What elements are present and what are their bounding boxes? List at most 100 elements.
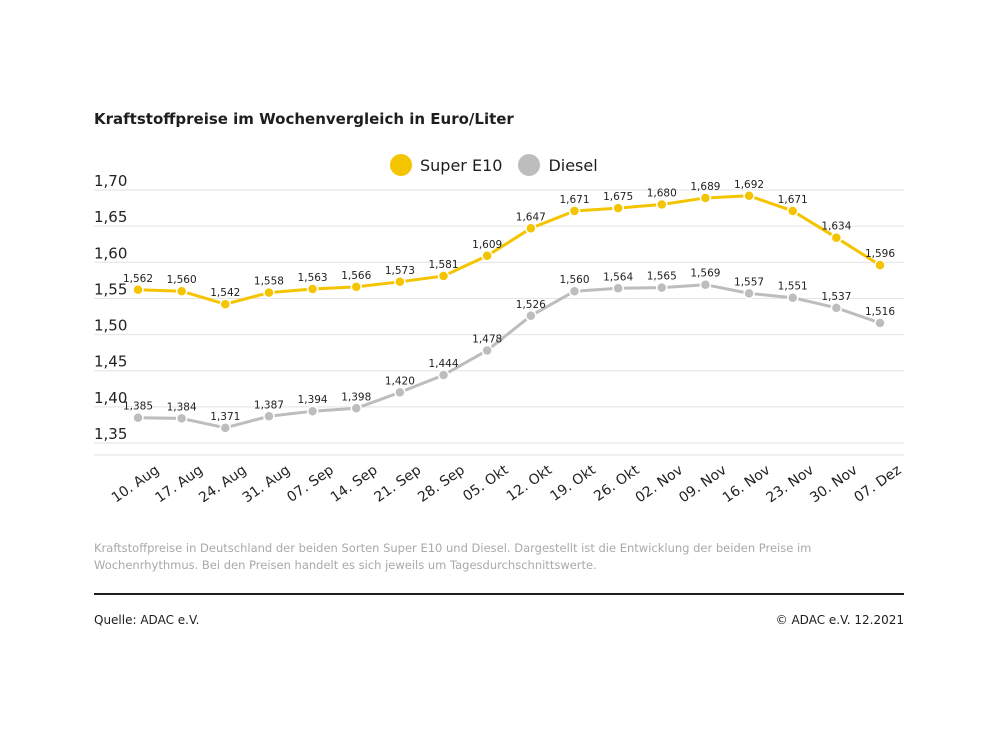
data-point-super-e10	[219, 298, 232, 310]
data-label-super-e10: 1,560	[167, 274, 197, 286]
x-tick-label: 30. Nov	[807, 462, 860, 506]
data-label-diesel: 1,516	[865, 306, 895, 318]
data-point-super-e10	[743, 190, 755, 202]
data-point-super-e10	[175, 285, 188, 297]
data-label-super-e10: 1,671	[778, 194, 808, 206]
y-tick-label: 1,55	[94, 280, 127, 298]
data-label-super-e10: 1,634	[821, 221, 851, 233]
data-point-super-e10	[481, 250, 493, 262]
data-label-diesel: 1,564	[603, 271, 633, 283]
data-label-diesel: 1,565	[647, 271, 677, 283]
data-label-super-e10: 1,647	[516, 211, 546, 223]
data-point-diesel	[656, 281, 668, 294]
footer-divider	[94, 593, 904, 595]
data-point-diesel	[437, 369, 450, 381]
y-tick-label: 1,70	[94, 172, 127, 190]
x-tick-label: 19. Okt	[548, 462, 600, 505]
x-tick-label: 16. Nov	[720, 462, 773, 506]
data-point-super-e10	[568, 205, 581, 217]
data-label-diesel: 1,557	[734, 276, 764, 288]
chart-legend: Super E10 Diesel	[390, 154, 614, 176]
legend-label-super-e10: Super E10	[420, 155, 503, 175]
copyright-note: © ADAC e.V. 12.2021	[775, 613, 904, 627]
x-tick-label: 12. Okt	[504, 462, 556, 505]
data-label-diesel: 1,526	[516, 299, 546, 311]
data-point-diesel	[612, 282, 624, 295]
legend-item-diesel: Diesel	[518, 154, 598, 176]
data-label-super-e10: 1,609	[472, 239, 502, 251]
data-point-diesel	[743, 287, 755, 300]
x-tick-label: 23. Nov	[764, 462, 817, 506]
x-tick-label: 09. Nov	[676, 462, 729, 506]
data-label-diesel: 1,551	[778, 281, 808, 293]
data-label-diesel: 1,537	[821, 291, 851, 303]
data-point-super-e10	[699, 192, 712, 204]
data-label-diesel: 1,387	[254, 399, 284, 411]
data-point-super-e10	[874, 259, 886, 271]
series-line-super-e10	[137, 194, 881, 306]
grid-lines	[94, 189, 904, 456]
data-label-diesel: 1,398	[341, 391, 371, 403]
data-point-super-e10	[263, 286, 275, 299]
data-point-diesel	[263, 410, 275, 423]
data-point-diesel	[874, 317, 886, 329]
chart-description: Kraftstoffpreise in Deutschland der beid…	[94, 541, 812, 572]
x-tick-label: 10. Aug	[109, 462, 162, 506]
data-label-super-e10: 1,581	[428, 259, 458, 271]
data-label-diesel: 1,560	[559, 274, 589, 286]
x-tick-label: 21. Sep	[371, 462, 424, 506]
data-point-super-e10	[786, 205, 799, 217]
data-point-diesel	[394, 386, 406, 399]
data-point-super-e10	[437, 270, 450, 282]
data-point-diesel	[132, 411, 144, 424]
y-tick-label: 1,65	[94, 208, 127, 226]
data-label-super-e10: 1,671	[559, 194, 589, 206]
data-label-super-e10: 1,692	[734, 179, 764, 191]
data-label-diesel: 1,420	[385, 375, 415, 387]
legend-item-super-e10: Super E10	[390, 154, 502, 176]
y-tick-label: 1,50	[94, 317, 127, 335]
data-point-diesel	[219, 422, 232, 434]
data-label-super-e10: 1,563	[298, 272, 328, 284]
data-label-diesel: 1,394	[298, 394, 328, 406]
x-tick-label: 02. Nov	[633, 462, 686, 506]
data-point-diesel	[350, 402, 362, 415]
x-tick-label: 17. Aug	[152, 462, 205, 506]
data-point-super-e10	[612, 202, 624, 214]
x-tick-label: 28. Sep	[415, 462, 468, 506]
data-label-super-e10: 1,675	[603, 191, 633, 203]
data-label-diesel: 1,478	[472, 333, 502, 345]
data-label-super-e10: 1,573	[385, 265, 415, 277]
data-point-diesel	[830, 302, 843, 314]
series-line-diesel	[137, 283, 881, 430]
legend-label-diesel: Diesel	[548, 155, 598, 175]
legend-swatch-diesel	[518, 154, 541, 176]
data-point-diesel	[175, 412, 188, 425]
data-label-diesel: 1,371	[210, 411, 240, 423]
data-label-super-e10: 1,562	[123, 273, 153, 285]
x-tick-label: 07. Sep	[284, 462, 337, 506]
data-label-diesel: 1,569	[690, 268, 720, 280]
data-label-diesel: 1,385	[123, 401, 153, 413]
y-tick-label: 1,35	[94, 425, 127, 443]
data-label-super-e10: 1,680	[647, 187, 677, 199]
data-point-super-e10	[132, 284, 144, 296]
data-point-diesel	[568, 285, 581, 297]
x-tick-label: 24. Aug	[196, 462, 249, 506]
x-tick-label: 05. Okt	[460, 462, 512, 505]
data-point-super-e10	[525, 222, 537, 235]
data-point-diesel	[525, 310, 537, 322]
data-label-diesel: 1,444	[428, 358, 458, 370]
y-tick-label: 1,60	[94, 244, 127, 262]
data-point-super-e10	[656, 198, 668, 211]
x-tick-label: 14. Sep	[328, 462, 381, 506]
legend-swatch-super-e10	[390, 154, 412, 176]
line-chart: 1,70 1,65 1,60 1,55 1,50 1,45 1,40 1,35 10. Aug…	[94, 172, 904, 506]
source-note: Quelle: ADAC e.V.	[94, 613, 200, 627]
data-point-diesel	[699, 278, 712, 291]
data-point-super-e10	[350, 281, 362, 293]
data-point-diesel	[306, 405, 319, 417]
data-point-super-e10	[306, 283, 319, 295]
data-label-super-e10: 1,596	[865, 248, 895, 260]
